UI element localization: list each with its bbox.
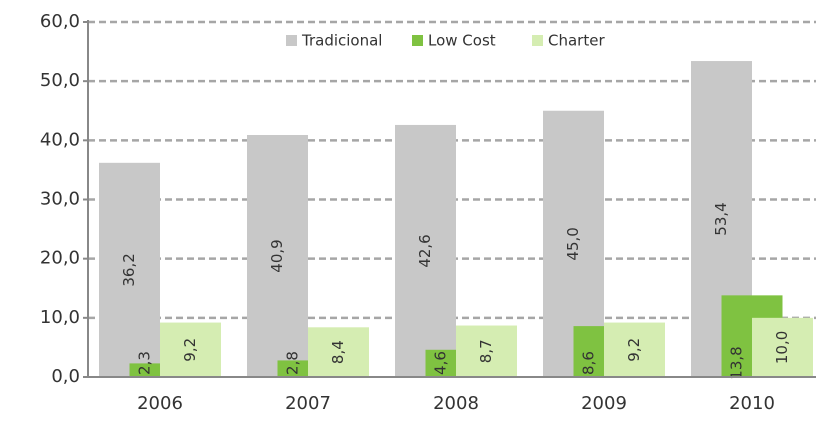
bar (604, 322, 665, 377)
y-tick-label: 10,0 (40, 307, 80, 328)
value-label: 2,3 (135, 351, 153, 375)
value-label: 8,6 (579, 351, 597, 375)
value-label: 2,8 (283, 351, 301, 375)
bar (160, 322, 221, 377)
x-tick-label: 2009 (581, 393, 627, 414)
legend-swatch (532, 35, 543, 46)
value-label: 9,2 (181, 338, 199, 362)
x-tick-label: 2007 (285, 393, 331, 414)
value-label: 45,0 (564, 227, 582, 260)
y-tick-label: 30,0 (40, 189, 80, 210)
y-tick-label: 0,0 (51, 366, 80, 387)
legend-swatch (286, 35, 297, 46)
value-label: 40,9 (268, 239, 286, 272)
legend-swatch (412, 35, 423, 46)
value-label: 4,6 (431, 351, 449, 375)
value-label: 9,2 (625, 338, 643, 362)
value-label: 10,0 (773, 331, 791, 364)
legend-label: Tradicional (301, 32, 382, 50)
bar (247, 135, 308, 377)
value-label: 8,7 (477, 339, 495, 363)
bar (752, 317, 813, 377)
value-label: 42,6 (416, 234, 434, 267)
legend-label: Charter (548, 32, 605, 50)
value-label: 13,8 (727, 346, 745, 379)
x-tick-label: 2008 (433, 393, 479, 414)
x-tick-label: 2010 (729, 393, 775, 414)
y-tick-label: 40,0 (40, 129, 80, 150)
y-tick-label: 50,0 (40, 70, 80, 91)
bar (395, 124, 456, 377)
value-label: 36,2 (120, 253, 138, 286)
value-label: 53,4 (712, 202, 730, 235)
x-tick-label: 2006 (137, 393, 183, 414)
value-label: 8,4 (329, 340, 347, 364)
bar (308, 327, 369, 377)
legend-label: Low Cost (428, 32, 496, 50)
bar (456, 325, 517, 377)
y-tick-label: 20,0 (40, 248, 80, 269)
y-tick-label: 60,0 (40, 11, 80, 32)
bar (99, 162, 160, 377)
